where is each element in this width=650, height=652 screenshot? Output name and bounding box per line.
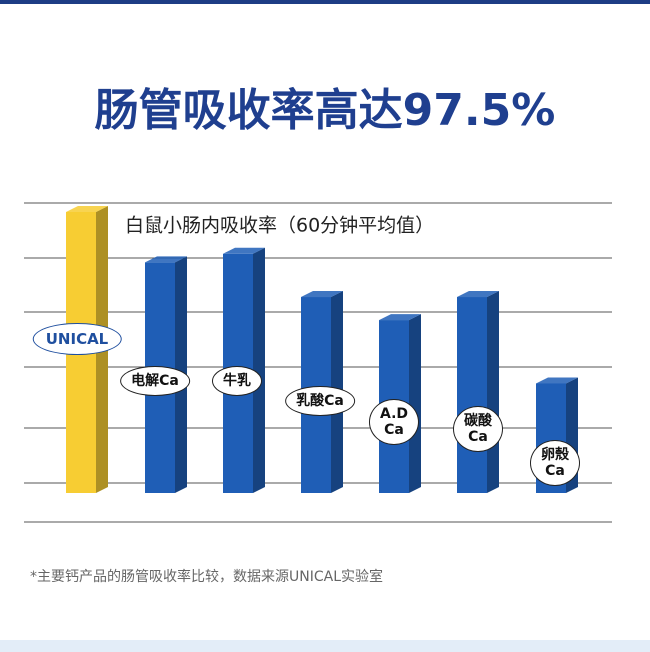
- bar-top: [301, 291, 343, 298]
- subtitle: 白鼠小肠内吸收率（60分钟平均值）: [125, 215, 434, 237]
- category-label: 碳酸 Ca: [453, 406, 503, 452]
- category-label: 电解Ca: [120, 366, 190, 396]
- bar: [457, 297, 487, 493]
- bar-side: [253, 247, 265, 493]
- category-label: UNICAL: [32, 323, 122, 355]
- footnote: *主要钙产品的肠管吸收率比较，数据来源UNICAL实验室: [30, 568, 383, 585]
- category-label: A.D Ca: [368, 399, 420, 445]
- bar-side: [487, 291, 499, 493]
- bar-top: [145, 256, 187, 263]
- category-label: 牛乳: [212, 366, 262, 396]
- bar-top: [379, 314, 421, 321]
- bar-top: [536, 377, 578, 384]
- category-label: 卵殼 Ca: [530, 440, 580, 486]
- bar-side: [409, 314, 421, 493]
- chart-title: 肠管吸收率高达97.5%: [95, 85, 556, 136]
- bottom-strip: [0, 640, 650, 652]
- bar-top: [457, 291, 499, 298]
- bar-top: [66, 206, 108, 212]
- bar-top: [223, 247, 265, 254]
- top-strip: [0, 0, 650, 4]
- category-label: 乳酸Ca: [285, 386, 355, 416]
